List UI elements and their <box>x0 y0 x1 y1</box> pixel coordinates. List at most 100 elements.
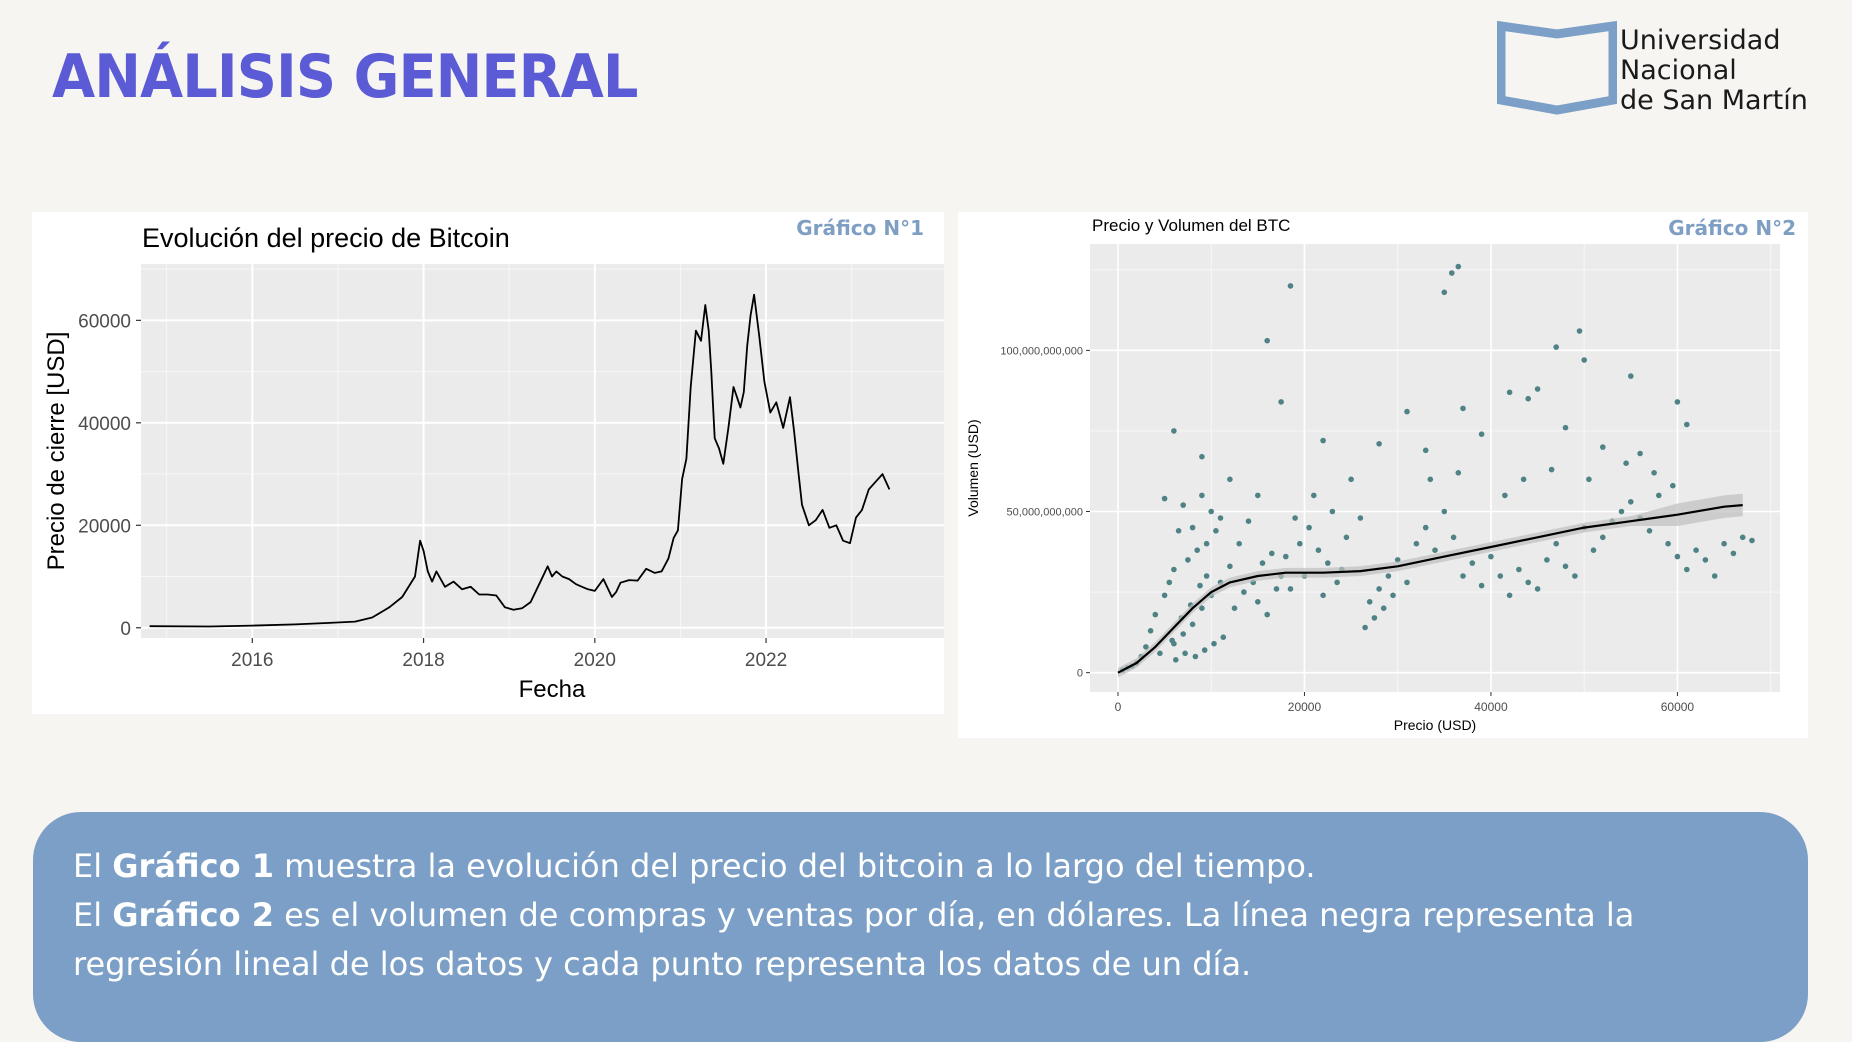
chart-2-point <box>1169 637 1175 644</box>
chart-panel-2: Gráfico N°2 0 20000 40000 60000 0 50,000,000,… <box>958 212 1808 738</box>
university-name: Universidad Nacional de San Martín <box>1620 26 1808 116</box>
chart-2-point <box>1180 502 1186 508</box>
chart-2-point <box>1203 573 1210 579</box>
chart-2-point <box>1721 540 1727 547</box>
chart-2-point <box>1189 621 1196 628</box>
chart-1-x-tick-label: 2018 <box>402 650 444 671</box>
chart-2-y-axis-label: Volumen (USD) <box>965 419 981 516</box>
chart-2-point <box>1329 508 1336 515</box>
chart-2-point <box>1562 424 1569 431</box>
chart-2-point <box>1264 611 1270 618</box>
chart-2-point <box>1544 557 1550 563</box>
chart-2-badge: Gráfico N°2 <box>1668 216 1796 240</box>
book-logo-icon <box>1497 20 1617 115</box>
logo-line-2: Nacional <box>1620 55 1737 86</box>
chart-2-point <box>1581 357 1587 363</box>
chart-2-point <box>1199 605 1205 611</box>
chart-2-point <box>1693 547 1699 553</box>
chart-1-y-axis-label: Precio de cierre [USD] <box>43 332 70 571</box>
chart-2-point <box>1197 582 1203 589</box>
chart-2-point <box>1576 328 1583 334</box>
chart-2-point <box>1651 470 1657 476</box>
chart-2-point <box>1194 547 1200 553</box>
chart-2-point <box>1217 515 1224 521</box>
chart-2-point <box>1427 476 1434 483</box>
chart-2-point <box>1553 540 1559 547</box>
chart-1-x-tick-label: 2020 <box>574 650 616 671</box>
chart-2-point <box>1572 573 1578 579</box>
university-logo: Universidad Nacional de San Martín <box>1497 20 1837 130</box>
chart-2-confidence-band <box>1118 493 1743 678</box>
chart-2-point <box>1203 540 1210 547</box>
chart-1-y-tick-label: 0 <box>120 619 131 640</box>
chart-2-point <box>1665 540 1671 547</box>
chart-2-x-tick-label: 40000 <box>1474 700 1508 714</box>
chart-2-point <box>1201 647 1208 653</box>
chart-2-point <box>1273 586 1280 592</box>
chart-2-x-tick-label: 20000 <box>1288 700 1322 714</box>
chart-2-point <box>1600 534 1606 541</box>
chart-2-point <box>1320 592 1326 599</box>
chart-2-point <box>1371 615 1378 621</box>
chart-2-point <box>1245 518 1252 524</box>
chart-1-badge: Gráfico N°1 <box>796 216 924 240</box>
chart-2-point <box>1449 270 1455 276</box>
chart-2-point <box>1320 437 1326 444</box>
chart-2-point <box>1185 557 1191 563</box>
chart-2-point <box>1376 441 1382 447</box>
chart-2-point <box>1147 628 1154 634</box>
chart-2-point <box>1497 573 1504 579</box>
chart-1-price-line <box>149 293 891 628</box>
chart-2-title: Precio y Volumen del BTC <box>1092 216 1290 235</box>
chart-2-point <box>1173 657 1179 663</box>
chart-2-point <box>1292 515 1298 521</box>
chart-2-point <box>1469 560 1476 566</box>
chart-2-point <box>1730 550 1737 557</box>
chart-2-point <box>1255 492 1261 499</box>
chart-2-point <box>1311 492 1317 499</box>
chart-2-point <box>1255 599 1261 605</box>
chart-panel-1: Gráfico N°1 2016 2018 2020 2022 0 20000 40000 6… <box>32 212 963 714</box>
chart-2-point <box>1590 547 1597 553</box>
chart-2-point <box>1175 528 1182 534</box>
chart-2-point <box>1404 408 1410 415</box>
chart-1-x-tick-label: 2022 <box>745 650 787 671</box>
chart-2-point <box>1283 553 1289 560</box>
chart-2-point <box>1161 592 1168 599</box>
chart-2-point <box>1488 553 1494 560</box>
chart-2-point <box>1334 579 1340 586</box>
chart-2-point <box>1199 453 1205 460</box>
chart-2-point <box>1749 537 1755 544</box>
chart-2-point <box>1432 547 1438 553</box>
chart-2-x-tick-label: 60000 <box>1661 700 1695 714</box>
chart-2-point <box>1192 653 1199 660</box>
chart-2-point <box>1711 573 1718 579</box>
chart-2-point <box>1199 492 1205 499</box>
chart-2-point <box>1208 508 1214 515</box>
chart-2-point <box>1739 534 1746 541</box>
chart-2-point <box>1343 534 1350 541</box>
logo-line-3: de San Martín <box>1620 85 1808 116</box>
chart-2-point <box>1460 405 1466 412</box>
chart-2-x-tick-label: 0 <box>1115 700 1122 714</box>
chart-2-plot-area <box>1090 244 1780 692</box>
volume-scatter-chart: 0 20000 40000 60000 0 50,000,000,000 100,000,0… <box>965 216 1780 733</box>
chart-2-point <box>1241 589 1247 595</box>
chart-2-point <box>1143 644 1149 650</box>
chart-2-point <box>1264 337 1270 344</box>
chart-2-point <box>1441 508 1448 515</box>
chart-1-y-tick-label: 40000 <box>78 414 131 435</box>
chart-2-point <box>1390 592 1396 599</box>
chart-2-point <box>1502 492 1508 499</box>
chart-2-point <box>1306 524 1312 531</box>
chart-2-point <box>1422 447 1429 454</box>
chart-2-point <box>1506 389 1513 396</box>
chart-2-point <box>1325 560 1331 566</box>
chart-2-point <box>1534 386 1541 392</box>
chart-2-point <box>1278 399 1284 405</box>
chart-2-point <box>1161 495 1168 502</box>
chart-2-point <box>1297 540 1303 547</box>
chart-2-point <box>1227 476 1233 483</box>
chart-2-point <box>1628 373 1634 379</box>
chart-2-point <box>1525 579 1531 586</box>
